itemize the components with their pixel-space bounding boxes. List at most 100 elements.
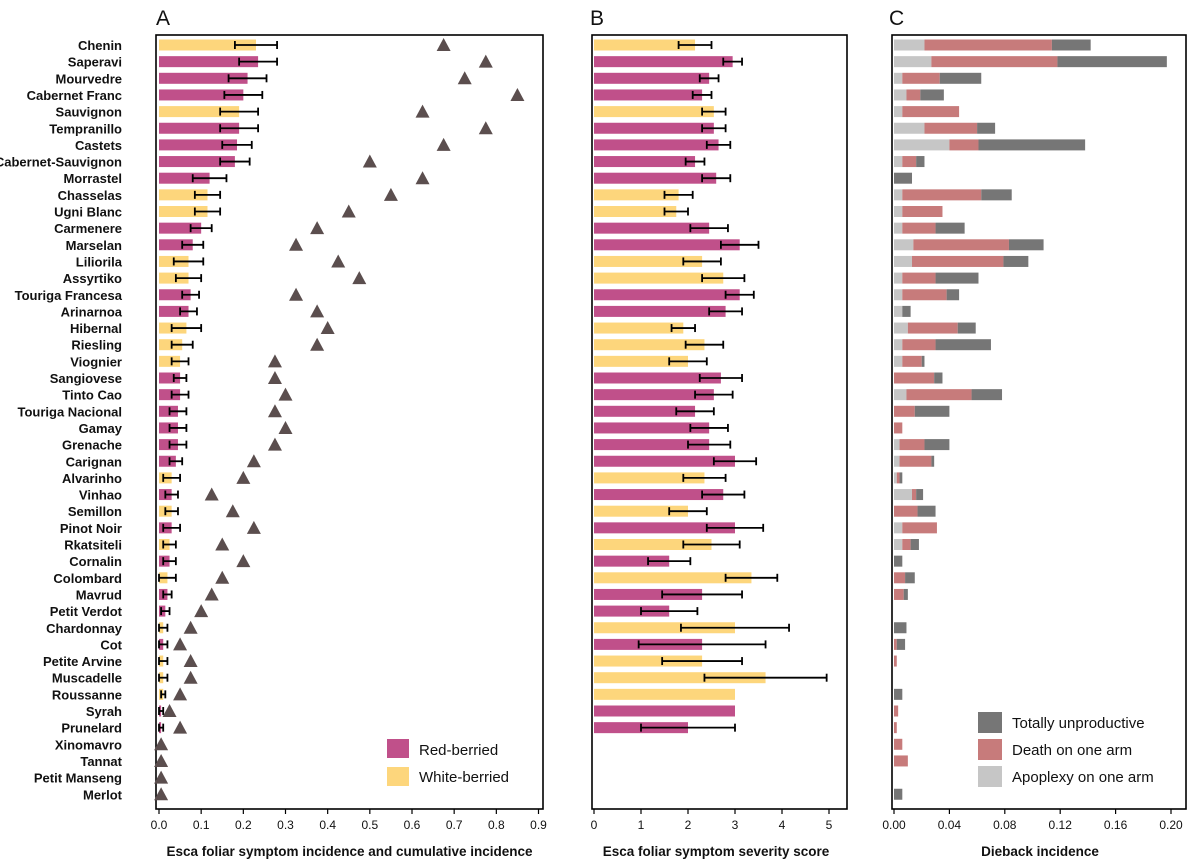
death-segment [906,89,921,101]
death-segment [902,222,936,234]
legend-red-swatch [387,739,409,758]
severity-bar [594,305,726,317]
death-segment [902,339,936,351]
berry-legend: Red-berried White-berried [387,739,509,786]
unproductive-segment [894,555,903,567]
cumulative-incidence-triangle [215,537,230,551]
panel-a-tick-label: 0.3 [277,818,294,832]
unproductive-segment [916,156,925,168]
cultivar-label: Carmenere [54,221,122,236]
severity-bar [594,505,688,517]
death-segment [902,189,982,201]
unproductive-segment [971,389,1003,401]
panel-a-ticks: 0.0 0.1 0.2 0.3 0.4 0.5 0.6 0.7 0.8 0.9 [151,809,547,832]
apoplexy-segment [894,455,900,467]
panel-a-marks [154,38,525,801]
panel-a-tick-label: 0.9 [530,818,547,832]
incidence-bar [159,72,248,84]
legend-apoplexy-swatch [978,766,1002,787]
cultivar-label: Saperavi [68,55,122,70]
death-segment [894,738,903,750]
severity-bar [594,122,714,134]
unproductive-segment [920,89,944,101]
cultivar-label: Morrastel [63,171,122,186]
apoplexy-segment [894,56,932,68]
unproductive-segment [899,472,903,484]
legend-totally-unproductive-swatch [978,712,1002,733]
panel-c-letter: C [889,7,904,30]
cultivar-label: Tannat [80,754,122,769]
unproductive-segment [1057,56,1167,68]
cultivar-label: Tempranillo [49,121,122,136]
unproductive-segment [894,622,907,634]
cultivar-label: Chardonnay [46,621,123,636]
cultivar-label: Xinomavro [55,737,122,752]
unproductive-segment [1008,239,1044,251]
incidence-bar [159,122,240,134]
apoplexy-segment [894,489,913,501]
apoplexy-segment [894,539,903,550]
panel-c-tick-label: 0.12 [1049,818,1073,832]
incidence-bar [159,139,238,151]
severity-bar [594,688,735,700]
incidence-bar [159,206,208,217]
cumulative-incidence-triangle [278,420,293,434]
legend-red-label: Red-berried [419,742,498,759]
panel-c-xlabel: Dieback incidence [981,844,1099,859]
death-segment [902,272,936,284]
cultivar-label: Vinhao [79,488,122,503]
incidence-bar [159,389,181,401]
cultivar-label: Sauvignon [56,105,123,120]
unproductive-segment [924,439,950,451]
unproductive-segment [916,489,924,501]
cumulative-incidence-triangle [267,371,282,384]
unproductive-segment [910,539,919,550]
apoplexy-segment [894,222,903,234]
cumulative-incidence-triangle [310,304,325,318]
severity-bar [594,572,752,584]
cumulative-incidence-triangle [510,87,525,101]
cumulative-incidence-triangle [310,337,325,351]
severity-bar [594,422,710,434]
severity-bar [594,472,705,484]
severity-bar [594,106,714,118]
unproductive-segment [894,688,903,700]
incidence-bar [159,289,191,301]
cultivar-label: Muscadelle [52,671,122,686]
severity-bar [594,489,724,501]
panel-c-tick-label: 0.20 [1159,818,1183,832]
unproductive-segment [921,355,925,367]
death-segment [896,472,900,484]
incidence-bar [159,189,208,201]
apoplexy-segment [894,439,900,451]
severity-bar [594,239,740,251]
death-segment [924,122,978,134]
death-segment [902,206,943,217]
severity-bar [594,89,703,101]
incidence-bar [159,439,178,451]
cultivar-label: Petit Verdot [50,604,123,619]
legend-death-swatch [978,739,1002,760]
cultivar-label: Gamay [79,421,123,436]
cumulative-incidence-triangle [478,54,493,68]
severity-bar [594,605,670,617]
death-segment [902,289,947,301]
incidence-bar [159,405,178,417]
panel-b-marks [594,39,828,734]
cumulative-incidence-triangle [173,720,188,734]
severity-bar [594,189,679,201]
legend-white-swatch [387,767,409,786]
cumulative-incidence-triangle [173,637,188,651]
panel-a-tick-label: 0.4 [319,818,336,832]
severity-bar [594,622,735,634]
death-segment [894,722,897,734]
severity-bar [594,539,712,550]
panel-a-letter: A [156,7,170,30]
death-segment [894,422,903,434]
severity-bar [594,39,696,51]
panel-a-tick-label: 0.6 [404,818,421,832]
death-segment [913,239,1009,251]
death-segment [894,372,935,384]
